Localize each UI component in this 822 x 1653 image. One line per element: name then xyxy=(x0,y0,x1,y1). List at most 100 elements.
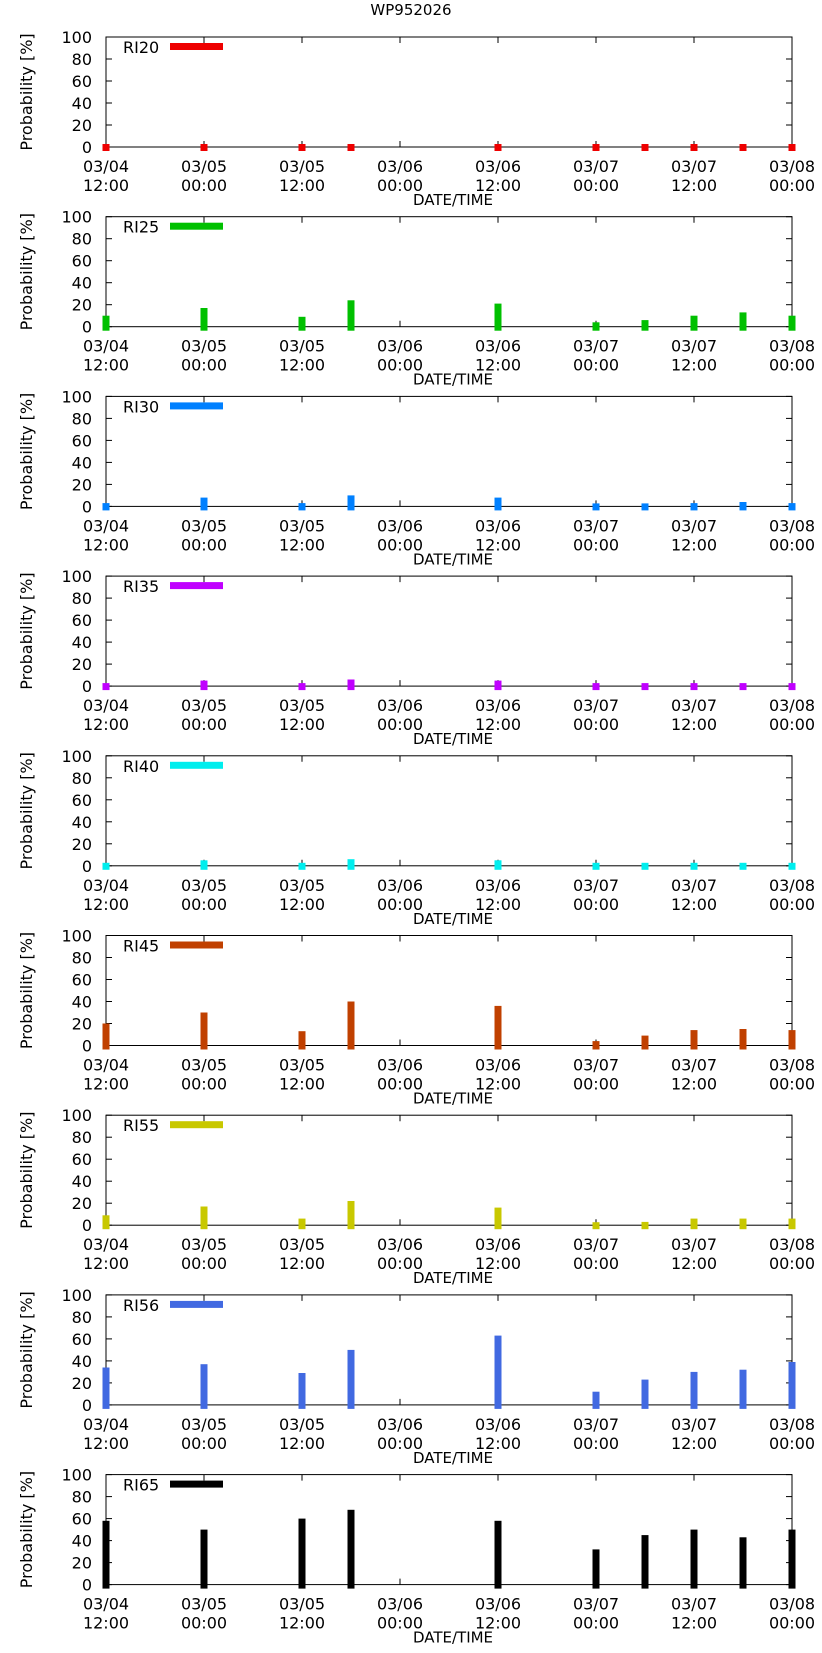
plot-frame xyxy=(105,755,793,867)
x-tick-label-date: 03/05 xyxy=(181,696,227,715)
chart-panel-ri55: 02040608010003/0412:0003/0500:0003/0512:… xyxy=(17,1106,815,1287)
x-tick-label-date: 03/06 xyxy=(377,876,423,895)
x-tick-label-time: 00:00 xyxy=(181,895,227,914)
y-tick-label: 80 xyxy=(72,230,92,249)
bar xyxy=(739,1537,747,1589)
bar xyxy=(298,1373,306,1409)
bar xyxy=(641,503,649,511)
bar xyxy=(102,1367,110,1409)
x-tick-label-date: 03/08 xyxy=(769,1056,815,1075)
y-tick-label: 20 xyxy=(72,1554,92,1573)
x-tick-label-date: 03/04 xyxy=(83,696,129,715)
bar xyxy=(788,862,796,870)
bar xyxy=(788,144,796,151)
bar xyxy=(641,683,649,691)
x-tick-label-date: 03/08 xyxy=(769,516,815,535)
bar xyxy=(102,862,110,870)
chart-panel-ri35: 02040608010003/0412:0003/0500:0003/0512:… xyxy=(17,567,815,748)
x-tick-label-time: 00:00 xyxy=(181,1254,227,1273)
plot-frame xyxy=(105,1114,793,1226)
bar xyxy=(298,503,306,511)
x-tick-label-time: 00:00 xyxy=(573,176,619,195)
y-tick-label: 20 xyxy=(72,116,92,135)
y-tick-label: 80 xyxy=(72,1488,92,1507)
x-tick-label-date: 03/04 xyxy=(83,516,129,535)
y-tick-label: 40 xyxy=(72,813,92,832)
y-tick-label: 100 xyxy=(61,208,92,227)
x-tick-label-date: 03/05 xyxy=(279,1415,325,1434)
chart-panel-ri20: 02040608010003/0412:0003/0500:0003/0512:… xyxy=(17,28,815,209)
x-tick-label-date: 03/06 xyxy=(475,157,521,176)
x-tick-label-time: 00:00 xyxy=(769,1254,815,1273)
y-tick-label: 80 xyxy=(72,1128,92,1147)
x-tick-label-date: 03/05 xyxy=(181,516,227,535)
x-tick-label-date: 03/05 xyxy=(181,337,227,356)
bar xyxy=(494,144,502,151)
y-tick-label: 60 xyxy=(72,791,92,810)
y-axis-label: Probability [%] xyxy=(17,572,36,689)
y-tick-label: 100 xyxy=(61,387,92,406)
legend-swatch xyxy=(170,402,223,410)
bar xyxy=(739,144,747,151)
plot-frame xyxy=(105,935,793,1046)
legend-swatch xyxy=(170,1121,223,1129)
bar xyxy=(641,320,649,331)
bar xyxy=(690,503,698,511)
x-tick-label-date: 03/04 xyxy=(83,1595,129,1614)
x-tick-label-time: 00:00 xyxy=(573,1614,619,1633)
y-tick-label: 80 xyxy=(72,1308,92,1327)
y-tick-label: 0 xyxy=(82,1037,92,1056)
legend-swatch xyxy=(170,761,223,769)
x-tick-label-time: 12:00 xyxy=(475,1614,521,1633)
bar xyxy=(788,503,796,511)
y-tick-label: 40 xyxy=(72,94,92,113)
x-tick-label-date: 03/08 xyxy=(769,157,815,176)
x-tick-label-time: 00:00 xyxy=(181,1434,227,1453)
legend-label: RI45 xyxy=(123,937,159,956)
x-tick-label-time: 00:00 xyxy=(573,895,619,914)
x-tick-label-date: 03/07 xyxy=(671,337,717,356)
x-tick-label-time: 12:00 xyxy=(279,895,325,914)
y-tick-label: 60 xyxy=(72,971,92,990)
x-tick-label-date: 03/06 xyxy=(377,157,423,176)
bar xyxy=(494,303,502,331)
x-tick-label-date: 03/08 xyxy=(769,1235,815,1254)
x-axis-label: DATE/TIME xyxy=(413,1269,493,1287)
y-axis-label: Probability [%] xyxy=(17,1112,36,1229)
y-tick-label: 60 xyxy=(72,431,92,450)
x-tick-label-date: 03/07 xyxy=(671,696,717,715)
y-tick-label: 0 xyxy=(82,857,92,876)
x-tick-label-date: 03/05 xyxy=(279,1056,325,1075)
bar xyxy=(102,144,110,151)
legend-label: RI56 xyxy=(123,1296,159,1315)
x-tick-label-time: 12:00 xyxy=(671,895,717,914)
bar xyxy=(347,1349,355,1409)
x-tick-label-time: 12:00 xyxy=(475,176,521,195)
x-tick-label-date: 03/05 xyxy=(279,1235,325,1254)
x-tick-label-time: 12:00 xyxy=(475,356,521,375)
x-tick-label-date: 03/07 xyxy=(671,1415,717,1434)
bar xyxy=(641,1379,649,1409)
x-tick-label-date: 03/05 xyxy=(181,1235,227,1254)
bar xyxy=(347,1201,355,1230)
x-axis-label: DATE/TIME xyxy=(413,550,493,568)
bar xyxy=(347,859,355,870)
x-tick-label-date: 03/05 xyxy=(181,1415,227,1434)
x-tick-label-time: 00:00 xyxy=(769,176,815,195)
legend-swatch xyxy=(170,941,223,949)
chart-panel-ri25: 02040608010003/0412:0003/0500:0003/0512:… xyxy=(17,208,815,389)
x-tick-label-time: 12:00 xyxy=(83,356,129,375)
y-tick-label: 20 xyxy=(72,1374,92,1393)
bar xyxy=(690,683,698,691)
y-tick-label: 40 xyxy=(72,993,92,1012)
bar xyxy=(102,1520,110,1589)
x-tick-label-date: 03/05 xyxy=(181,157,227,176)
bar xyxy=(200,1364,208,1409)
x-tick-label-time: 00:00 xyxy=(573,1075,619,1094)
bar xyxy=(788,683,796,691)
bar xyxy=(788,315,796,331)
bar xyxy=(641,144,649,151)
bar xyxy=(592,322,600,331)
x-tick-label-time: 12:00 xyxy=(671,356,717,375)
x-tick-label-date: 03/07 xyxy=(573,157,619,176)
